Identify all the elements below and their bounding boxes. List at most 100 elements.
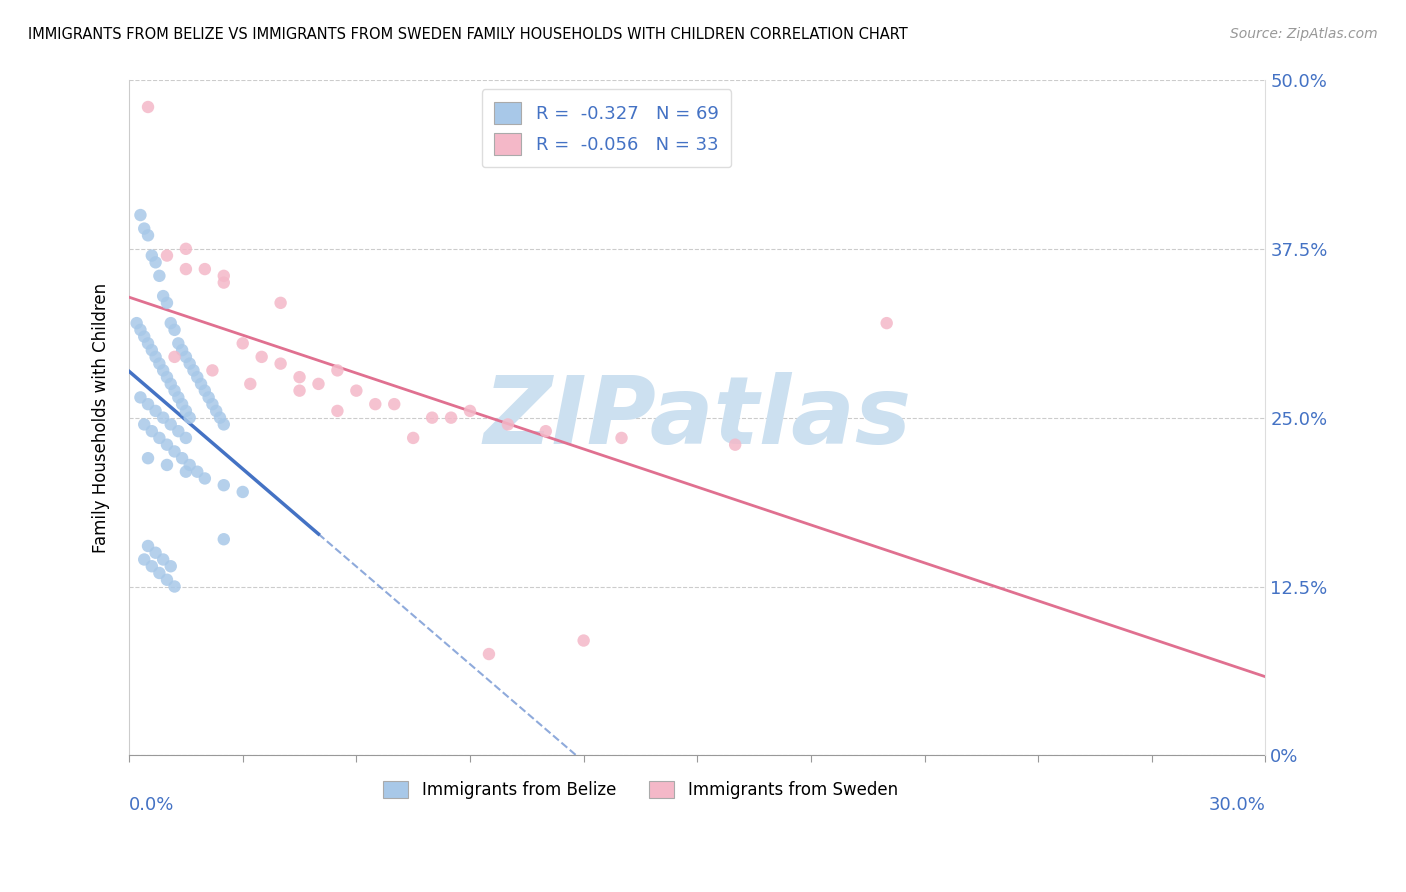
Point: [534, 424, 557, 438]
Point: [382, 397, 405, 411]
Point: [172, 397, 194, 411]
Point: [145, 546, 167, 560]
Y-axis label: Family Households with Children: Family Households with Children: [93, 283, 110, 553]
Point: [212, 276, 235, 290]
Point: [159, 316, 181, 330]
Point: [156, 438, 179, 452]
Point: [232, 485, 254, 500]
Point: [183, 363, 205, 377]
Point: [129, 208, 152, 222]
Point: [148, 431, 170, 445]
Point: [156, 249, 179, 263]
Point: [876, 316, 898, 330]
Point: [152, 552, 174, 566]
Point: [179, 458, 201, 472]
Point: [212, 417, 235, 432]
Point: [136, 539, 159, 553]
Point: [163, 580, 186, 594]
Point: [496, 417, 519, 432]
Point: [156, 458, 179, 472]
Point: [201, 397, 224, 411]
Point: [402, 431, 425, 445]
Point: [167, 336, 190, 351]
Point: [163, 350, 186, 364]
Point: [156, 296, 179, 310]
Point: [344, 384, 367, 398]
Point: [163, 444, 186, 458]
Text: IMMIGRANTS FROM BELIZE VS IMMIGRANTS FROM SWEDEN FAMILY HOUSEHOLDS WITH CHILDREN: IMMIGRANTS FROM BELIZE VS IMMIGRANTS FRO…: [28, 27, 908, 42]
Point: [270, 296, 292, 310]
Point: [152, 289, 174, 303]
Point: [141, 559, 163, 574]
Point: [478, 647, 501, 661]
Point: [174, 242, 197, 256]
Point: [212, 533, 235, 547]
Legend: Immigrants from Belize, Immigrants from Sweden: Immigrants from Belize, Immigrants from …: [375, 773, 905, 808]
Point: [163, 384, 186, 398]
Point: [152, 410, 174, 425]
Point: [190, 376, 212, 391]
Point: [134, 329, 156, 343]
Point: [167, 391, 190, 405]
Point: [308, 376, 330, 391]
Point: [141, 424, 163, 438]
Point: [194, 471, 217, 485]
Point: [212, 268, 235, 283]
Point: [134, 417, 156, 432]
Point: [129, 323, 152, 337]
Point: [156, 573, 179, 587]
Point: [148, 357, 170, 371]
Point: [159, 376, 181, 391]
Point: [208, 410, 231, 425]
Point: [194, 384, 217, 398]
Point: [201, 363, 224, 377]
Point: [212, 478, 235, 492]
Point: [136, 100, 159, 114]
Point: [134, 221, 156, 235]
Point: [145, 350, 167, 364]
Point: [174, 404, 197, 418]
Point: [125, 316, 148, 330]
Point: [159, 559, 181, 574]
Point: [572, 633, 595, 648]
Point: [174, 465, 197, 479]
Point: [194, 262, 217, 277]
Text: ZIPatlas: ZIPatlas: [484, 372, 911, 464]
Point: [197, 391, 219, 405]
Point: [250, 350, 273, 364]
Point: [458, 404, 481, 418]
Point: [159, 417, 181, 432]
Point: [179, 410, 201, 425]
Point: [724, 438, 747, 452]
Point: [232, 336, 254, 351]
Point: [129, 391, 152, 405]
Point: [174, 262, 197, 277]
Point: [136, 228, 159, 243]
Point: [148, 268, 170, 283]
Point: [134, 552, 156, 566]
Point: [364, 397, 387, 411]
Point: [326, 404, 349, 418]
Point: [148, 566, 170, 580]
Point: [136, 336, 159, 351]
Point: [326, 363, 349, 377]
Point: [186, 370, 208, 384]
Text: 0.0%: 0.0%: [129, 796, 174, 814]
Point: [270, 357, 292, 371]
Point: [152, 363, 174, 377]
Point: [610, 431, 633, 445]
Point: [141, 343, 163, 358]
Point: [145, 255, 167, 269]
Point: [288, 384, 311, 398]
Point: [420, 410, 443, 425]
Point: [145, 404, 167, 418]
Text: 30.0%: 30.0%: [1209, 796, 1265, 814]
Point: [440, 410, 463, 425]
Point: [163, 323, 186, 337]
Point: [167, 424, 190, 438]
Point: [136, 451, 159, 466]
Point: [141, 249, 163, 263]
Point: [136, 397, 159, 411]
Point: [239, 376, 262, 391]
Point: [174, 431, 197, 445]
